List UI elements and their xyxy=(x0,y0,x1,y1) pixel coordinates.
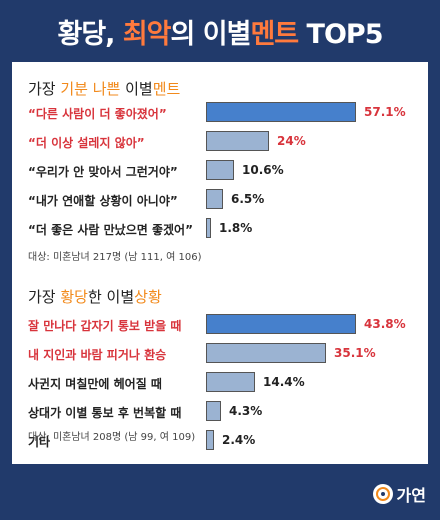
value-label: 2.4% xyxy=(222,433,256,447)
page-title: 황당, 최악의 이별멘트 TOP5 xyxy=(57,18,384,50)
bar xyxy=(206,372,255,392)
bar xyxy=(206,401,221,421)
bar-track xyxy=(206,372,356,392)
value-label: 43.8% xyxy=(364,317,406,331)
survey-note-1: 대상: 미혼남녀 217명 (남 111, 여 106) xyxy=(28,252,202,263)
bar-label: “다른 사람이 더 좋아졌어” xyxy=(28,107,167,121)
bar xyxy=(206,343,326,363)
bar-track xyxy=(206,401,356,421)
value-label: 10.6% xyxy=(242,163,284,177)
value-label: 35.1% xyxy=(334,346,376,360)
bar-track xyxy=(206,131,356,151)
bar-track xyxy=(206,160,356,180)
bar xyxy=(206,314,356,334)
bar-track xyxy=(206,430,356,450)
section-title-absurd-situation: 가장 황당한 이별상황 xyxy=(28,288,162,306)
brand-name: 가연 xyxy=(396,486,426,505)
bar-track xyxy=(206,189,356,209)
bar-label: “더 좋은 사람 만났으면 좋겠어” xyxy=(28,223,193,237)
bar xyxy=(206,430,214,450)
bar xyxy=(206,160,234,180)
bar-track xyxy=(206,343,356,363)
bar-label: 사귄지 며칠만에 헤어질 때 xyxy=(28,377,162,391)
bar xyxy=(206,189,223,209)
bar-label: 상대가 이별 통보 후 번복할 때 xyxy=(28,406,182,420)
section-title-worst-ment: 가장 기분 나쁜 이별멘트 xyxy=(28,80,181,98)
value-label: 24% xyxy=(277,134,306,148)
survey-note-2: 대상: 미혼남녀 208명 (남 99, 여 109) xyxy=(28,432,196,443)
bar-track xyxy=(206,218,356,238)
bar xyxy=(206,102,356,122)
brand-logo: 가연 xyxy=(372,482,426,506)
chart-panel: 가장 기분 나쁜 이별멘트 “다른 사람이 더 좋아졌어” 57.1% “더 이상 … xyxy=(12,62,428,464)
bar-track xyxy=(206,314,356,334)
bar-track xyxy=(206,102,356,122)
bar-label: “우리가 안 맞아서 그런거야” xyxy=(28,165,178,179)
bar-label: 내 지인과 바람 피거나 환승 xyxy=(28,348,167,362)
bar xyxy=(206,131,269,151)
value-label: 6.5% xyxy=(231,192,265,206)
bar-label: 잘 만나다 갑자기 통보 받을 때 xyxy=(28,319,182,333)
bar xyxy=(206,218,211,238)
value-label: 4.3% xyxy=(229,404,263,418)
bar-label: “내가 연애할 상황이 아니야” xyxy=(28,194,178,208)
bar-label: “더 이상 설레지 않아” xyxy=(28,136,145,150)
bar-label: 기타 xyxy=(28,435,51,449)
value-label: 14.4% xyxy=(263,375,305,389)
value-label: 57.1% xyxy=(364,105,406,119)
header: 황당, 최악의 이별멘트 TOP5 xyxy=(0,0,440,62)
brand-logo-icon xyxy=(372,484,393,504)
value-label: 1.8% xyxy=(219,221,253,235)
